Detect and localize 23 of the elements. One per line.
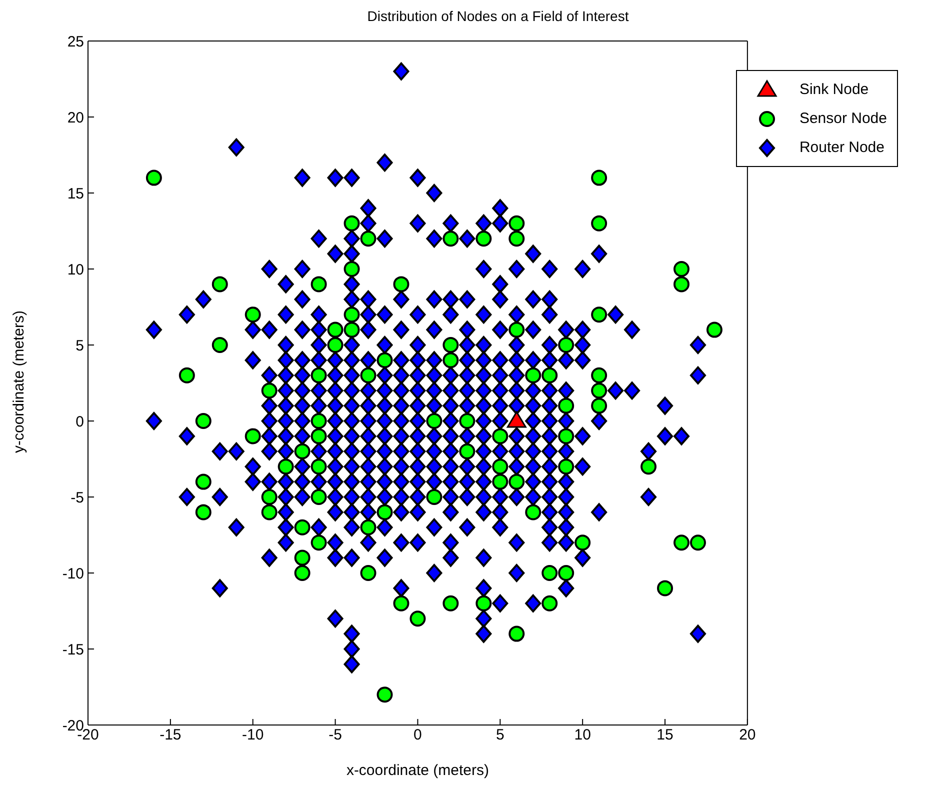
x-tick-label: 15 [656, 726, 674, 744]
y-tick-label: 25 [67, 33, 84, 50]
y-tick-label: 10 [67, 261, 84, 278]
y-tick-label: 0 [76, 413, 84, 430]
x-tick-label: -10 [242, 726, 264, 744]
legend-label: Sink Node [799, 81, 869, 98]
x-tick-label: 5 [496, 726, 504, 744]
y-axis-title: y-coordinate (meters) [10, 310, 28, 453]
legend-label: Sensor Node [799, 110, 887, 127]
x-axis-title: x-coordinate (meters) [346, 762, 489, 779]
chart-title: Distribution of Nodes on a Field of Interest [366, 8, 630, 26]
y-tick-label: -10 [62, 565, 84, 582]
y-tick-label: -15 [62, 641, 84, 658]
x-tick-label: 0 [414, 726, 422, 744]
x-tick-label: 10 [574, 726, 591, 744]
y-tick-label: 15 [67, 185, 84, 202]
y-tick-label: -5 [70, 489, 84, 506]
x-tick-label: -15 [160, 726, 182, 744]
x-tick-label: 20 [739, 726, 756, 744]
y-tick-label: 20 [67, 109, 84, 126]
legend-label: Router Node [799, 139, 884, 156]
y-tick-label: 5 [76, 337, 84, 354]
x-tick-label: -5 [328, 726, 342, 744]
